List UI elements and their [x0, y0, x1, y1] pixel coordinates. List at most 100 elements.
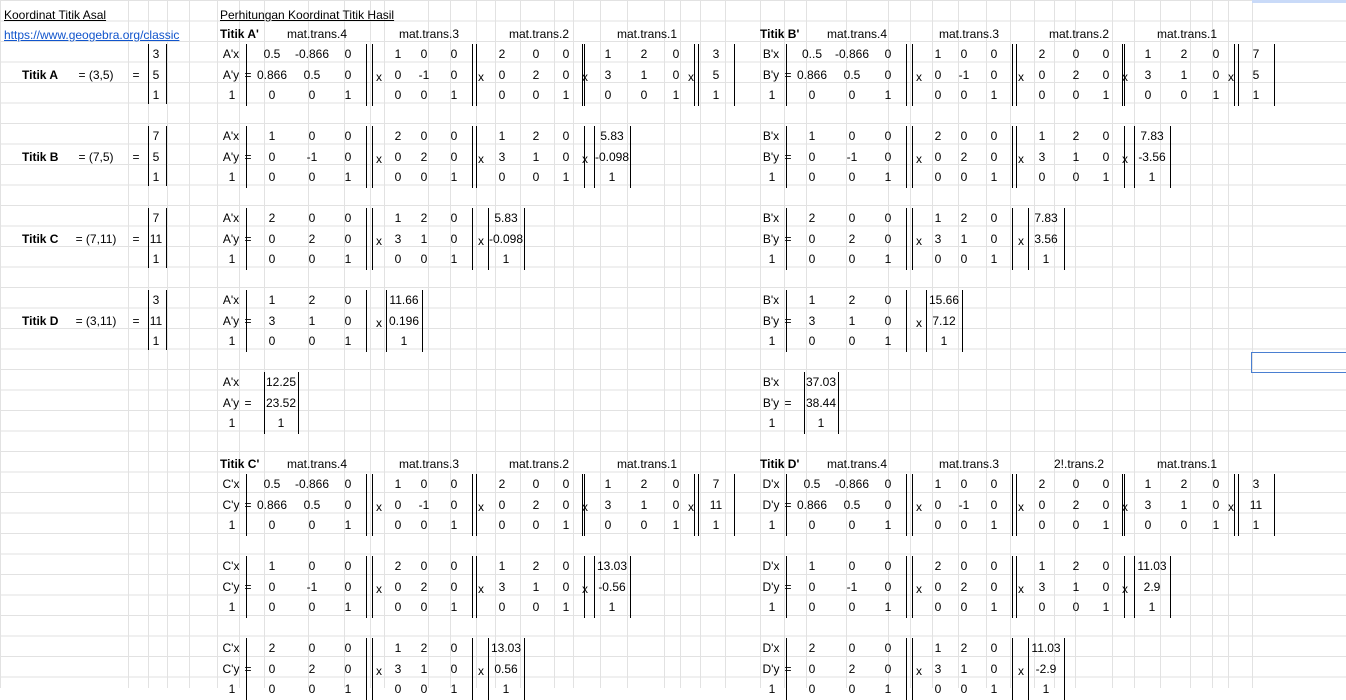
matrix-cell[interactable]: 0: [1102, 129, 1110, 143]
block-title[interactable]: Titik A': [220, 27, 259, 41]
matrix-cell[interactable]: 0: [604, 88, 612, 102]
matrix-cell[interactable]: 1: [450, 252, 458, 266]
point-vector-cell[interactable]: 7: [152, 211, 160, 225]
matrix-cell[interactable]: 2: [308, 661, 316, 676]
matrix-cell[interactable]: 1: [450, 682, 458, 696]
matrix-cell[interactable]: 0: [450, 231, 458, 246]
matrix-cell[interactable]: 1: [420, 231, 428, 246]
vector-cell[interactable]: 5.83: [494, 211, 518, 225]
matrix-cell[interactable]: 0: [344, 641, 352, 655]
matrix-cell[interactable]: 0: [1072, 47, 1080, 61]
matrix-cell[interactable]: 0: [604, 518, 612, 532]
matrix-cell[interactable]: 0: [532, 88, 540, 102]
matrix-cell[interactable]: 0: [562, 559, 570, 573]
matrix-cell[interactable]: 1: [934, 477, 942, 491]
matrix-cell[interactable]: 2: [1072, 67, 1080, 82]
matrix-cell[interactable]: 0: [884, 211, 892, 225]
row-label[interactable]: 1: [228, 334, 236, 348]
matrix-cell[interactable]: 1: [268, 129, 276, 143]
matrix-cell[interactable]: 0: [344, 149, 352, 164]
matrix-cell[interactable]: 1: [344, 170, 352, 184]
row-label[interactable]: 1: [768, 518, 776, 532]
matrix-cell[interactable]: 0: [344, 67, 352, 82]
matrix-cell[interactable]: 2: [848, 293, 856, 307]
matrix-cell[interactable]: 1: [1102, 170, 1110, 184]
equals-sign[interactable]: =: [132, 231, 140, 246]
matrix-cell[interactable]: 0.5: [303, 497, 321, 512]
matrix-cell[interactable]: 0: [562, 497, 570, 512]
row-label[interactable]: 1: [768, 88, 776, 102]
matrix-cell[interactable]: 0: [394, 88, 402, 102]
matrix-cell[interactable]: 0: [1038, 497, 1046, 512]
matrix-cell[interactable]: 0: [1038, 170, 1046, 184]
point-label[interactable]: Titik A: [22, 67, 59, 82]
matrix-cell[interactable]: 1: [990, 518, 998, 532]
times-sign[interactable]: x: [916, 499, 922, 514]
row-label[interactable]: 1: [228, 682, 236, 696]
row-label[interactable]: A'y: [222, 395, 240, 410]
matrix-cell[interactable]: 0: [498, 600, 506, 614]
matrix-cell[interactable]: 3: [604, 497, 612, 512]
vector-cell[interactable]: 38.44: [805, 395, 837, 410]
matrix-cell[interactable]: 0: [808, 252, 816, 266]
matrix-cell[interactable]: 0: [1102, 559, 1110, 573]
matrix-cell[interactable]: 2: [960, 149, 968, 164]
matrix-cell[interactable]: 0: [640, 88, 648, 102]
row-label[interactable]: A'y: [222, 67, 240, 82]
row-label[interactable]: D'y: [762, 579, 780, 594]
matrix-cell[interactable]: 0: [420, 129, 428, 143]
matrix-cell[interactable]: 1: [1180, 67, 1188, 82]
matrix-header[interactable]: mat.trans.3: [398, 457, 460, 471]
matrix-cell[interactable]: 0: [562, 129, 570, 143]
matrix-cell[interactable]: 0: [640, 518, 648, 532]
matrix-cell[interactable]: 1: [1072, 579, 1080, 594]
matrix-cell[interactable]: 1: [1212, 518, 1220, 532]
matrix-cell[interactable]: 0: [498, 67, 506, 82]
vector-cell[interactable]: 1: [608, 600, 616, 614]
matrix-cell[interactable]: 1: [1144, 477, 1152, 491]
matrix-cell[interactable]: 0: [884, 293, 892, 307]
vector-cell[interactable]: 5: [1252, 67, 1260, 82]
matrix-cell[interactable]: -1: [958, 497, 970, 512]
matrix-cell[interactable]: 2: [934, 559, 942, 573]
matrix-cell[interactable]: 0: [268, 518, 276, 532]
equals-sign[interactable]: =: [132, 67, 140, 82]
matrix-cell[interactable]: 0: [1038, 518, 1046, 532]
equals-sign[interactable]: =: [244, 231, 252, 246]
matrix-cell[interactable]: 1: [1180, 497, 1188, 512]
vector-cell[interactable]: 1: [1148, 600, 1156, 614]
vector-cell[interactable]: 1: [1148, 170, 1156, 184]
vector-cell[interactable]: 1: [817, 416, 825, 430]
matrix-cell[interactable]: 0: [308, 129, 316, 143]
point-vector-cell[interactable]: 5: [152, 149, 160, 164]
matrix-cell[interactable]: 1: [960, 231, 968, 246]
matrix-cell[interactable]: 0: [450, 129, 458, 143]
matrix-cell[interactable]: 0: [1038, 600, 1046, 614]
matrix-cell[interactable]: 2: [960, 641, 968, 655]
matrix-cell[interactable]: 0: [450, 661, 458, 676]
point-vector-cell[interactable]: 1: [152, 334, 160, 348]
vector-cell[interactable]: 3.56: [1034, 231, 1058, 246]
equals-sign[interactable]: =: [132, 149, 140, 164]
matrix-cell[interactable]: 1: [562, 88, 570, 102]
matrix-header[interactable]: mat.trans.4: [826, 457, 888, 471]
matrix-cell[interactable]: 0: [808, 600, 816, 614]
matrix-cell[interactable]: 0: [884, 129, 892, 143]
matrix-cell[interactable]: 0: [420, 47, 428, 61]
matrix-header[interactable]: 2!.trans.2: [1053, 457, 1105, 471]
matrix-cell[interactable]: 0: [848, 682, 856, 696]
matrix-cell[interactable]: 0: [420, 477, 428, 491]
vector-cell[interactable]: 3: [1252, 477, 1260, 491]
equals-sign[interactable]: =: [784, 149, 792, 164]
matrix-cell[interactable]: 1: [640, 497, 648, 512]
vector-cell[interactable]: 2.9: [1143, 579, 1161, 594]
matrix-header[interactable]: mat.trans.4: [286, 27, 348, 41]
vector-cell[interactable]: 1: [1042, 252, 1050, 266]
matrix-cell[interactable]: 0: [960, 88, 968, 102]
matrix-cell[interactable]: -1: [418, 497, 430, 512]
matrix-cell[interactable]: 2: [1038, 477, 1046, 491]
matrix-cell[interactable]: 1: [640, 67, 648, 82]
vector-cell[interactable]: 5: [712, 67, 720, 82]
matrix-cell[interactable]: 0: [344, 661, 352, 676]
matrix-cell[interactable]: 2: [498, 477, 506, 491]
